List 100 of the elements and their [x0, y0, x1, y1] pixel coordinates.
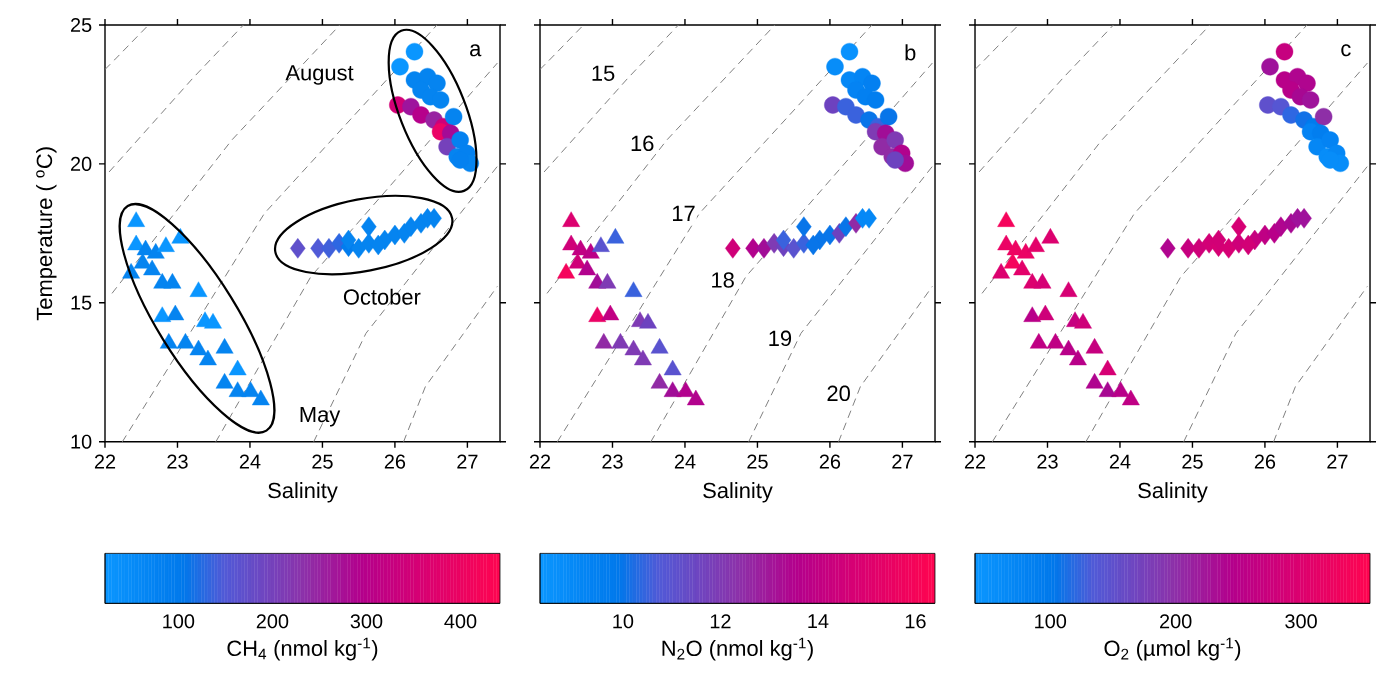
point: [1027, 236, 1045, 252]
point: [1111, 381, 1130, 397]
point: [1160, 238, 1176, 259]
point: [391, 57, 409, 76]
x-tick-label: 24: [674, 454, 696, 469]
y-tick-label: 20: [71, 156, 92, 171]
point: [886, 151, 904, 169]
color-bar-title: CH$_{4}$ (nmol kg$^{-1}$): [227, 637, 378, 661]
point: [133, 253, 152, 269]
x-tick-label: 25: [747, 454, 768, 469]
point: [127, 211, 146, 227]
x-tick-label: 23: [602, 454, 623, 469]
annotation: a: [470, 44, 482, 57]
point: [1240, 234, 1256, 256]
point: [992, 263, 1010, 279]
point: [639, 313, 657, 329]
x-tick-label: 22: [94, 454, 116, 469]
x-tick-label: 23: [167, 454, 188, 469]
point: [676, 381, 695, 397]
point: [805, 234, 821, 256]
point: [403, 216, 419, 237]
point: [557, 263, 575, 279]
point: [601, 304, 620, 321]
point: [1261, 57, 1279, 76]
y-tick-label: 25: [71, 17, 92, 33]
point: [1029, 333, 1048, 349]
point: [1085, 338, 1104, 354]
annotation: 18: [712, 272, 734, 288]
color-bar-label: 10: [613, 614, 634, 629]
point: [1298, 74, 1316, 93]
x-tick-label: 27: [1327, 454, 1348, 469]
point: [578, 259, 596, 276]
color-bar-label: 400: [444, 614, 477, 629]
color-bar-label: 200: [1160, 614, 1192, 629]
color-bar-label: 100: [1035, 614, 1067, 629]
point: [251, 389, 270, 406]
point: [1041, 228, 1060, 244]
color-bar-label: 12: [710, 614, 731, 629]
color-bar-label: 300: [350, 614, 383, 629]
y-axis-title: Temperature ( $^{o}$C): [36, 147, 57, 321]
point: [204, 313, 222, 329]
x-tick-label: 26: [384, 454, 406, 469]
color-bar-title: N$_{2}$O (nmol kg$^{-1}$): [662, 637, 813, 661]
point: [1098, 381, 1117, 397]
point: [598, 273, 617, 289]
point: [1273, 216, 1289, 237]
point: [428, 74, 446, 93]
point: [592, 236, 610, 252]
point: [1321, 131, 1339, 149]
point: [863, 74, 881, 93]
point: [1191, 238, 1207, 259]
x-tick-label: 27: [892, 454, 913, 469]
point: [1220, 238, 1237, 259]
point: [1059, 339, 1078, 356]
point: [997, 211, 1016, 227]
color-bar-label: 300: [1285, 614, 1317, 629]
color-bar-title: O$_{2}$ (µmol kg$^{-1}$): [1104, 637, 1241, 661]
point: [451, 131, 469, 149]
point: [588, 306, 607, 322]
x-axis-title: Salinity: [1138, 482, 1208, 503]
annotation: b: [905, 44, 916, 61]
color-bar-label: 200: [256, 614, 289, 629]
annotation: May: [300, 406, 341, 427]
point: [176, 333, 195, 349]
point: [1231, 216, 1247, 237]
point: [1074, 313, 1092, 329]
point: [199, 349, 217, 366]
point: [321, 238, 337, 259]
point: [624, 339, 643, 356]
point: [290, 238, 306, 259]
point: [166, 304, 185, 321]
point: [725, 238, 741, 259]
point: [1069, 349, 1087, 366]
point: [157, 236, 175, 252]
point: [826, 57, 844, 76]
x-tick-label: 22: [964, 454, 986, 469]
point: [1314, 107, 1333, 126]
x-axis-title: Salinity: [268, 482, 338, 503]
point: [650, 373, 669, 389]
point: [431, 91, 450, 109]
point: [228, 381, 247, 397]
point: [241, 381, 260, 397]
point: [562, 211, 581, 227]
x-tick-label: 24: [239, 454, 261, 469]
color-bar-label: 14: [808, 614, 829, 628]
annotation: October: [343, 288, 421, 305]
annotation: 16: [631, 135, 654, 152]
point: [663, 359, 682, 376]
point: [838, 216, 854, 237]
point: [153, 306, 172, 322]
point: [340, 229, 357, 251]
x-tick-label: 26: [819, 454, 841, 469]
point: [1275, 42, 1294, 61]
x-tick-label: 24: [1109, 454, 1131, 469]
point: [143, 259, 161, 276]
annotation: 17: [673, 205, 695, 221]
point: [350, 238, 367, 259]
x-tick-label: 26: [1254, 454, 1276, 469]
x-tick-label: 27: [457, 454, 478, 469]
point: [1016, 243, 1035, 259]
